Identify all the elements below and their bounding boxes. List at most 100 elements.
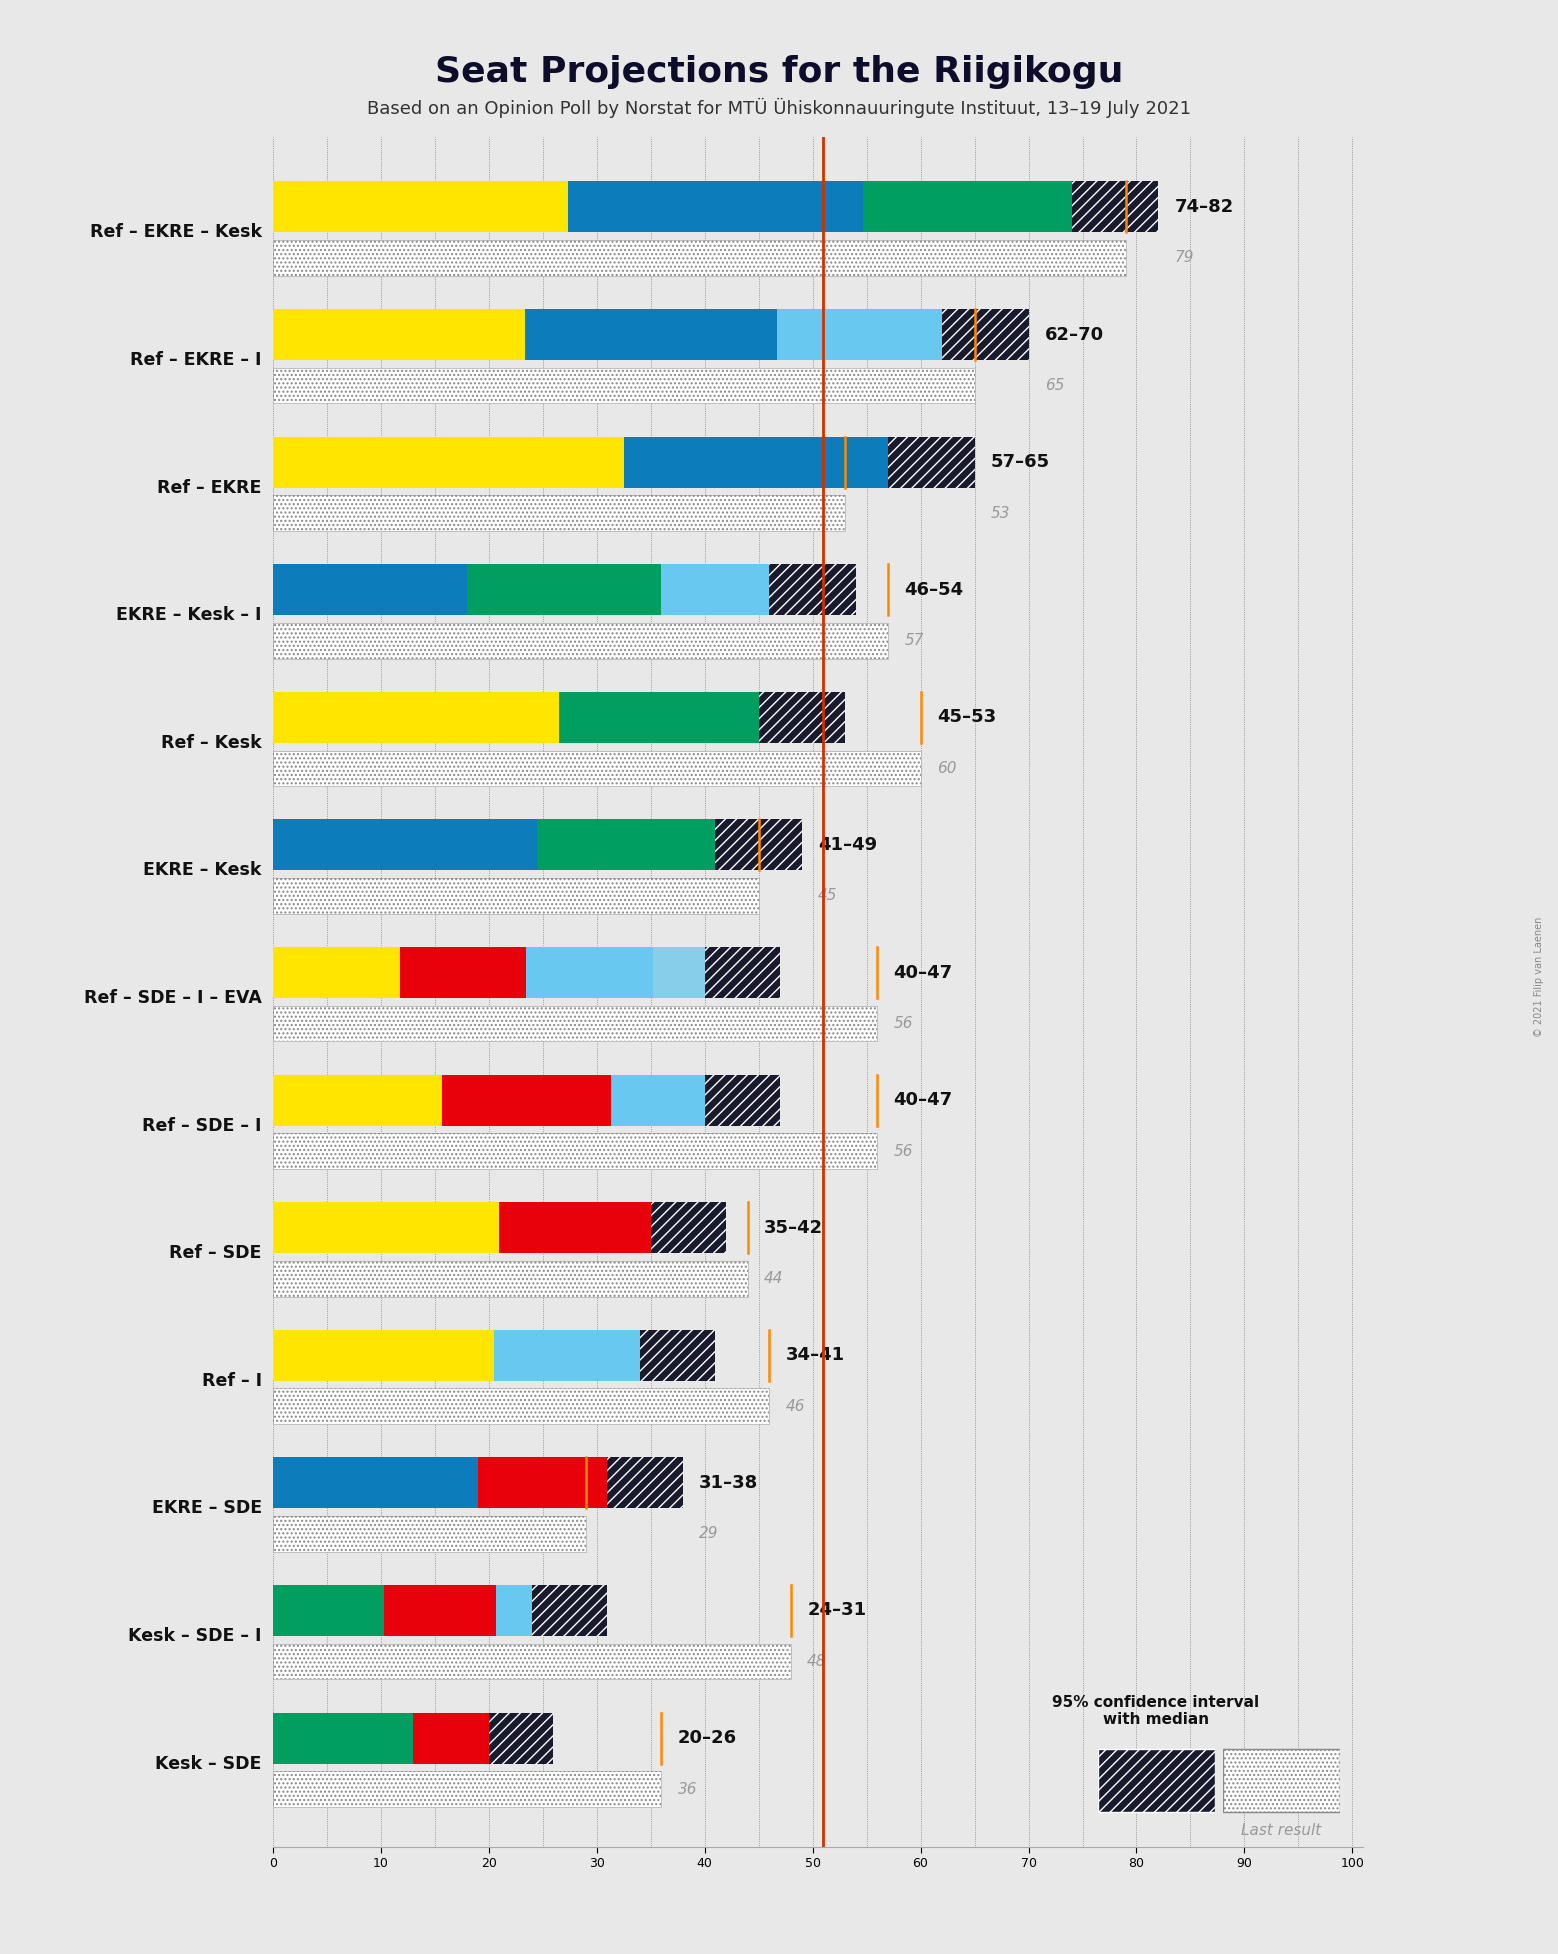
Bar: [715, 819, 802, 870]
Bar: [273, 877, 759, 914]
Bar: [495, 1585, 608, 1635]
Text: Ref – EKRE – Kesk: Ref – EKRE – Kesk: [90, 223, 262, 242]
Text: 62–70: 62–70: [1045, 326, 1103, 344]
Text: EKRE – Kesk – I: EKRE – Kesk – I: [117, 606, 262, 623]
Text: 56: 56: [894, 1143, 913, 1159]
Bar: [943, 309, 1028, 360]
Text: Ref – Kesk: Ref – Kesk: [160, 735, 262, 752]
Text: 41–49: 41–49: [818, 836, 877, 854]
Bar: [273, 1643, 791, 1678]
Bar: [273, 1389, 770, 1424]
Bar: [273, 1770, 662, 1807]
Text: Ref – EKRE: Ref – EKRE: [157, 479, 262, 496]
Bar: [273, 1712, 413, 1764]
Text: Ref – I: Ref – I: [201, 1372, 262, 1389]
Bar: [608, 1458, 682, 1508]
Text: 36: 36: [678, 1782, 696, 1796]
Text: 45–53: 45–53: [936, 709, 996, 727]
Text: Based on an Opinion Poll by Norstat for MTÜ Ühiskonnauuringute Instituut, 13–19 : Based on an Opinion Poll by Norstat for …: [368, 98, 1190, 117]
Bar: [611, 1075, 781, 1126]
Bar: [704, 948, 781, 998]
Bar: [538, 819, 802, 870]
Text: Last result: Last result: [1240, 1823, 1321, 1839]
Text: 40–47: 40–47: [894, 1090, 952, 1110]
Bar: [273, 1260, 748, 1297]
Text: EKRE – SDE: EKRE – SDE: [151, 1499, 262, 1518]
Text: 20–26: 20–26: [678, 1729, 737, 1747]
Bar: [527, 948, 653, 998]
Bar: [704, 1075, 781, 1126]
Text: 74–82: 74–82: [1175, 197, 1234, 217]
Bar: [662, 565, 855, 616]
Bar: [273, 182, 567, 233]
Bar: [273, 692, 559, 743]
Bar: [715, 819, 802, 870]
Bar: [273, 1006, 877, 1041]
Bar: [273, 1458, 478, 1508]
Bar: [273, 240, 1126, 276]
Bar: [273, 1643, 791, 1678]
Text: 53: 53: [991, 506, 1010, 520]
Bar: [888, 436, 974, 488]
Bar: [273, 1260, 748, 1297]
Bar: [273, 623, 888, 658]
Bar: [273, 750, 921, 786]
Bar: [467, 565, 662, 616]
Text: Ref – SDE – I: Ref – SDE – I: [142, 1116, 262, 1135]
Text: © 2021 Filip van Laenen: © 2021 Filip van Laenen: [1535, 916, 1544, 1038]
Text: 60: 60: [936, 760, 957, 776]
Bar: [770, 565, 855, 616]
Bar: [273, 240, 1126, 276]
Bar: [1072, 182, 1158, 233]
Bar: [273, 1516, 586, 1551]
Text: 29: 29: [700, 1526, 718, 1542]
Bar: [1072, 182, 1158, 233]
Bar: [531, 1585, 608, 1635]
Bar: [704, 1075, 781, 1126]
Bar: [1223, 1749, 1340, 1811]
Bar: [770, 565, 855, 616]
Text: EKRE – Kesk: EKRE – Kesk: [143, 862, 262, 879]
Text: 34–41: 34–41: [785, 1346, 844, 1364]
Bar: [273, 1389, 770, 1424]
Text: Kesk – SDE: Kesk – SDE: [156, 1755, 262, 1772]
Bar: [500, 1202, 726, 1253]
Text: 95% confidence interval
with median: 95% confidence interval with median: [1053, 1694, 1259, 1727]
Bar: [559, 692, 844, 743]
Bar: [651, 1202, 726, 1253]
Bar: [273, 819, 538, 870]
Bar: [273, 436, 623, 488]
Text: 45: 45: [818, 889, 838, 903]
Text: 57: 57: [904, 633, 924, 649]
Bar: [273, 1133, 877, 1168]
Text: 65: 65: [1045, 377, 1064, 393]
Bar: [759, 692, 844, 743]
Bar: [478, 1458, 682, 1508]
Bar: [888, 436, 974, 488]
Text: 35–42: 35–42: [763, 1219, 823, 1237]
Bar: [273, 1006, 877, 1041]
Bar: [776, 309, 1028, 360]
Bar: [653, 948, 781, 998]
Bar: [1223, 1749, 1340, 1811]
Bar: [273, 309, 525, 360]
Bar: [759, 692, 844, 743]
Bar: [273, 1075, 442, 1126]
Text: 40–47: 40–47: [894, 963, 952, 981]
Bar: [489, 1712, 553, 1764]
Bar: [531, 1585, 608, 1635]
Bar: [273, 565, 467, 616]
Bar: [399, 948, 527, 998]
Bar: [273, 1585, 385, 1635]
Bar: [1098, 1749, 1215, 1811]
Text: 46: 46: [785, 1399, 805, 1415]
Bar: [943, 309, 1028, 360]
Bar: [385, 1585, 495, 1635]
Text: 44: 44: [763, 1272, 784, 1286]
Bar: [494, 1331, 715, 1381]
Text: 24–31: 24–31: [807, 1602, 866, 1620]
Bar: [273, 494, 844, 531]
Text: 56: 56: [894, 1016, 913, 1032]
Bar: [273, 494, 844, 531]
Bar: [623, 436, 974, 488]
